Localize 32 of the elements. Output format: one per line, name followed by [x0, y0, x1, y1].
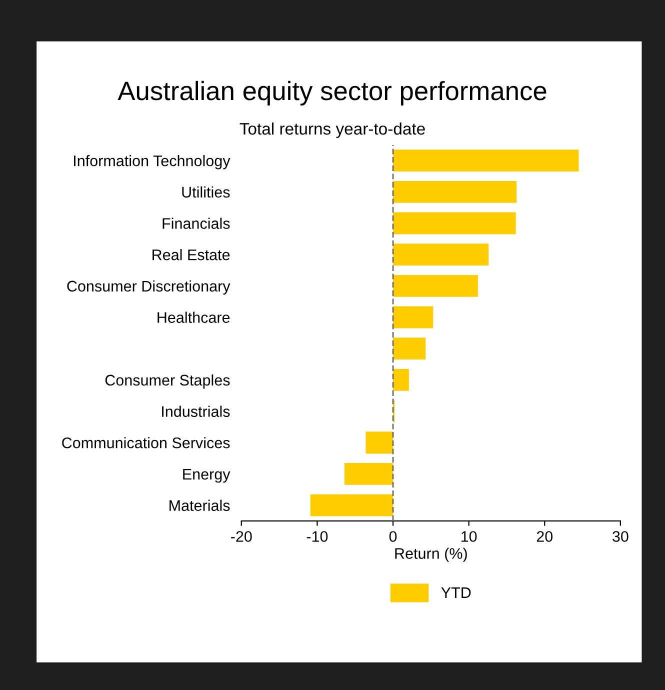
y-tick-label: Energy — [183, 468, 230, 483]
bar — [310, 494, 394, 516]
y-tick-label: Communication Services — [62, 437, 230, 448]
bar — [393, 150, 579, 172]
x-tick-label: 30 — [612, 531, 628, 542]
x-tick-label: 0 — [389, 531, 397, 542]
bar — [393, 244, 489, 266]
y-tick-label: Materials — [170, 500, 230, 511]
y-tick-label: Healthcare — [158, 312, 230, 323]
x-tick-label: 20 — [536, 531, 553, 542]
y-tick-label: Industrials — [162, 406, 230, 417]
bar — [393, 274, 478, 297]
y-tick-label: Consumer Staples — [105, 374, 230, 389]
chart-subtitle: Total returns year-to-date — [240, 122, 425, 138]
y-tick-label: Real Estate — [152, 249, 230, 260]
y-tick-label: Information Technology — [74, 155, 230, 170]
x-tick-label: -20 — [231, 531, 252, 542]
x-tick-label: -10 — [306, 531, 328, 542]
bar — [393, 180, 517, 203]
chart-title: Australian equity sector performance — [118, 80, 546, 106]
bar — [393, 338, 426, 360]
x-tick-label: 10 — [461, 531, 477, 542]
bar — [393, 212, 516, 234]
bar — [393, 368, 409, 391]
x-axis-title: Return (%) — [395, 548, 467, 562]
bar — [344, 462, 394, 485]
bar — [393, 306, 434, 328]
y-tick-label: Consumer Discretionary — [67, 280, 230, 295]
legend-label: YTD — [441, 587, 471, 598]
y-tick-label: Utilities — [182, 186, 230, 198]
y-tick-label: Financials — [162, 218, 230, 229]
bar — [366, 432, 394, 454]
